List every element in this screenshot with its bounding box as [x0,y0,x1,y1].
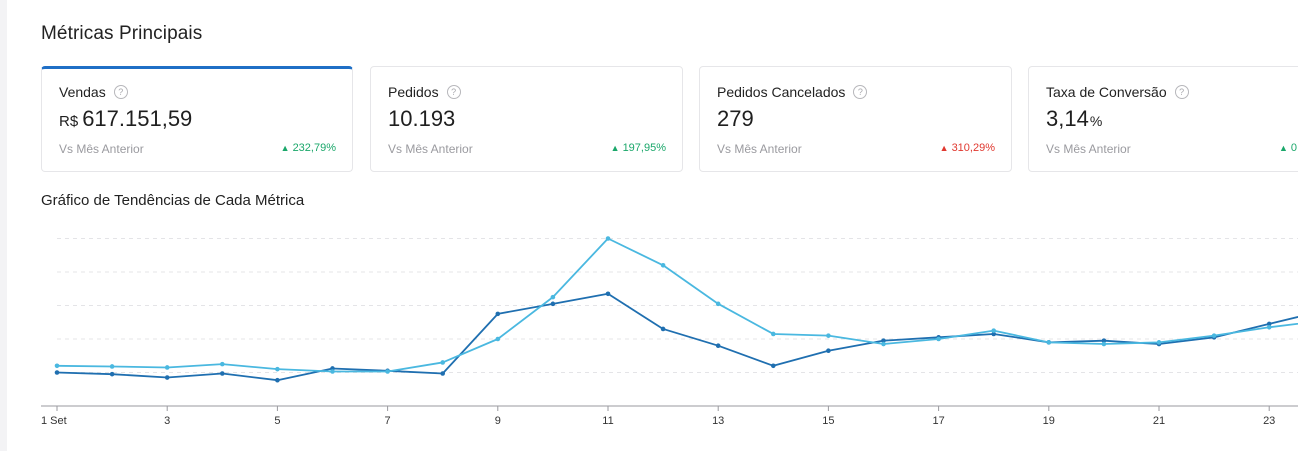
data-point [660,263,666,268]
metric-card-vendas[interactable]: Vendas ? R$ 617.151,59 Vs Mês Anterior ▲ … [41,66,353,172]
currency-prefix: R$ [59,113,79,130]
data-point [826,348,831,354]
help-icon[interactable]: ? [446,85,461,99]
data-point [275,377,280,383]
metric-card-pedidos-cancelados[interactable]: Pedidos Cancelados ? 279 Vs Mês Anterior… [699,66,1012,172]
chart-title: Gráfico de Tendências de Cada Métrica [41,192,305,209]
card-value: 3,14 [1046,106,1089,131]
card-label: Vendas [59,84,106,100]
data-point [605,291,611,297]
card-value: 617.151,59 [82,106,193,131]
data-point [550,301,556,307]
x-tick-label: 7 [385,415,391,427]
data-point [275,366,280,372]
data-point [1266,321,1272,327]
data-point [991,328,996,333]
data-point [1211,333,1217,338]
data-point [936,336,941,342]
data-point [385,369,390,374]
data-point [164,375,170,380]
data-point [1101,341,1107,347]
data-point [991,331,996,337]
data-point [54,363,60,369]
series-line-1 [56,292,1298,382]
data-point [826,333,831,338]
x-tick-label: 9 [495,415,501,427]
card-comparison-label: Vs Mês Anterior [59,142,144,156]
triangle-up-icon: ▲ [280,143,290,153]
data-point [771,363,776,369]
data-point [109,371,115,377]
card-change: 232,79% [292,142,336,154]
data-point [109,364,115,369]
card-label: Pedidos [388,84,439,100]
card-value: 279 [717,106,754,131]
help-icon[interactable]: ? [853,85,868,99]
x-tick-label: 1 Set [41,415,67,427]
data-point [440,371,446,376]
percent-suffix: % [1089,113,1103,129]
card-value: 10.193 [388,106,456,131]
data-point [660,326,666,332]
help-icon[interactable]: ? [1174,85,1189,99]
x-tick-label: 21 [1153,415,1165,427]
data-point [330,369,335,374]
triangle-up-icon: ▲ [939,143,949,153]
x-tick-label: 5 [274,415,280,427]
data-point [1046,340,1052,345]
data-point [440,360,446,365]
x-tick-label: 3 [164,415,170,427]
data-point [1101,338,1107,343]
data-point [495,311,501,317]
data-point [220,371,225,376]
card-label: Taxa de Conversão [1046,84,1167,100]
x-tick-label: 19 [1043,415,1055,427]
data-point [881,338,886,343]
metric-card-pedidos[interactable]: Pedidos ? 10.193 Vs Mês Anterior ▲ 197,9… [370,66,683,172]
series-line-2 [56,237,1298,373]
x-tick-label: 15 [822,415,834,427]
x-tick-label: 13 [712,415,724,427]
x-tick-label: 23 [1263,415,1275,427]
data-point [715,343,721,349]
data-point [550,294,556,300]
data-point [1266,324,1272,330]
data-point [220,361,225,367]
card-change: 197,95% [622,142,666,154]
help-icon[interactable]: ? [113,85,128,99]
card-change: 0 [1290,142,1298,154]
x-tick-label: 17 [932,415,944,427]
data-point [881,341,886,347]
data-point [605,236,611,241]
data-point [164,365,170,370]
metric-card-taxa-conversao[interactable]: Taxa de Conversão ? 3,14% Vs Mês Anterio… [1028,66,1298,172]
card-comparison-label: Vs Mês Anterior [717,142,802,156]
card-change: 310,29% [951,142,995,154]
card-label: Pedidos Cancelados [717,84,846,100]
section-title: Métricas Principais [41,23,203,44]
card-comparison-label: Vs Mês Anterior [388,142,473,156]
data-point [715,301,721,307]
triangle-up-icon: ▲ [610,143,620,153]
left-rule [0,0,7,451]
triangle-up-icon: ▲ [1279,143,1288,153]
x-tick-label: 11 [602,415,613,427]
data-point [54,370,60,375]
data-point [771,331,776,337]
data-point [495,336,501,342]
data-point [1156,340,1162,345]
card-comparison-label: Vs Mês Anterior [1046,142,1131,156]
